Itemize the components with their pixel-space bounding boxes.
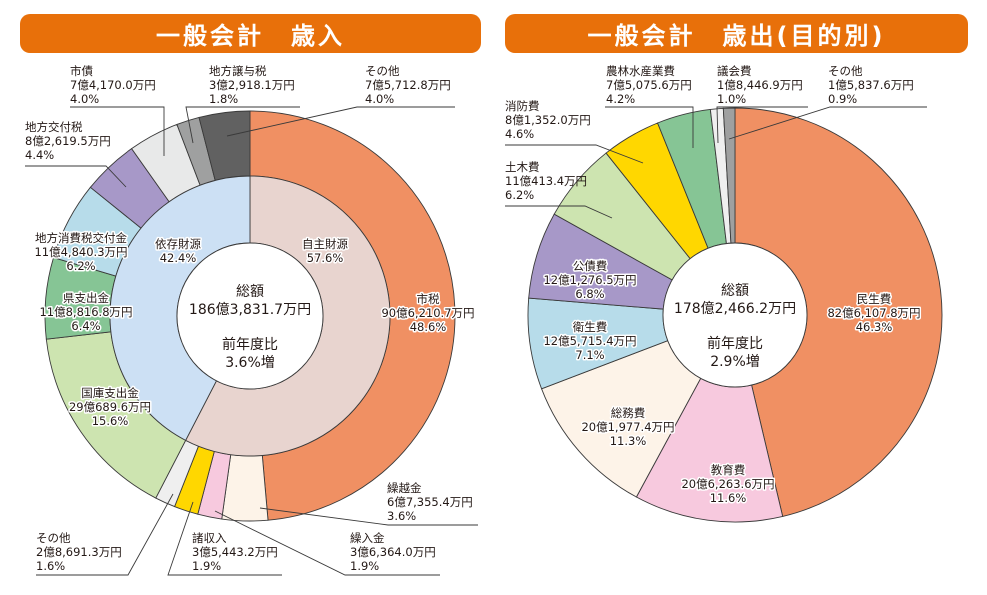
revenue-label-4: その他 2億8,691.3万円 1.6% xyxy=(36,531,122,573)
revenue-title-banner: 一般会計 歳入 xyxy=(20,14,481,53)
revenue-leader-4 xyxy=(36,493,174,576)
revenue-yoy-label: 前年度比 3.6%増 xyxy=(222,336,278,371)
revenue-leader-2 xyxy=(214,510,440,576)
revenue-leader-9 xyxy=(70,106,165,156)
expenditure-leader-8 xyxy=(716,106,808,144)
expenditure-label-1: 教育費 20億6,263.6万円 11.6% xyxy=(681,463,774,505)
group-label-dependent-revenue: 依存財源 42.4% xyxy=(155,237,201,265)
expenditure-label-7: 農林水産業費 7億5,075.6万円 4.2% xyxy=(606,64,692,106)
revenue-outer-ring xyxy=(44,110,456,522)
revenue-leader-10 xyxy=(185,106,300,144)
revenue-label-11: その他 7億5,712.8万円 4.0% xyxy=(365,64,451,106)
revenue-center-hole xyxy=(176,242,324,390)
revenue-label-1: 繰越金 6億7,355.4万円 3.6% xyxy=(387,481,473,523)
revenue-label-3: 諸収入 3億5,443.2万円 1.9% xyxy=(192,531,278,573)
revenue-leader-8 xyxy=(25,165,127,188)
revenue-inner-ring xyxy=(109,175,391,457)
expenditure-title-banner: 一般会計 歳出(目的別) xyxy=(505,14,968,53)
expenditure-label-4: 公債費 12億1,276.5万円 6.8% xyxy=(543,259,636,301)
expenditure-leader-5 xyxy=(505,205,613,219)
expenditure-label-0: 民生費 82億6,107.8万円 46.3% xyxy=(827,292,920,334)
expenditure-label-3: 衛生費 12億5,715.4万円 7.1% xyxy=(543,320,636,362)
revenue-label-6: 県支出金 11億8,816.8万円 6.4% xyxy=(39,291,132,333)
revenue-label-0: 市税 90億6,210.7万円 48.6% xyxy=(381,292,474,334)
revenue-total-label: 総額 186億3,831.7万円 xyxy=(189,284,311,318)
expenditure-yoy-label: 前年度比 2.9%増 xyxy=(707,335,763,370)
revenue-title: 一般会計 歳入 xyxy=(156,22,345,50)
expenditure-leader-7 xyxy=(605,106,694,148)
revenue-leader-1 xyxy=(259,507,478,526)
revenue-label-7: 地方消費税交付金 11億4,840.3万円 6.2% xyxy=(34,231,127,273)
revenue-label-9: 市債 7億4,170.0万円 4.0% xyxy=(70,64,156,106)
expenditure-label-8: 議会費 1億8,446.9万円 1.0% xyxy=(717,64,803,106)
expenditure-label-2: 総務費 20億1,977.4万円 11.3% xyxy=(581,406,674,448)
expenditure-label-5: 土木費 11億413.4万円 6.2% xyxy=(505,160,587,202)
revenue-label-2: 繰入金 3億6,364.0万円 1.9% xyxy=(350,531,436,573)
leader-lines xyxy=(25,106,927,576)
revenue-label-10: 地方譲与税 3億2,918.1万円 1.8% xyxy=(209,64,295,106)
expenditure-leader-6 xyxy=(505,144,644,164)
revenue-label-5: 国庫支出金 29億689.6万円 15.6% xyxy=(69,386,151,428)
revenue-leader-11 xyxy=(226,106,455,137)
expenditure-leader-9 xyxy=(728,106,927,140)
expenditure-total-label: 総額 178億2,466.2万円 xyxy=(674,283,796,317)
expenditure-title: 一般会計 歳出(目的別) xyxy=(587,22,886,50)
expenditure-label-9: その他 1億5,837.6万円 0.9% xyxy=(828,64,914,106)
expenditure-ring xyxy=(527,107,943,523)
group-label-own-revenue: 自主財源 57.6% xyxy=(302,237,348,265)
revenue-label-8: 地方交付税 8億2,619.5万円 4.4% xyxy=(25,120,111,162)
expenditure-center-hole xyxy=(662,242,808,388)
expenditure-label-6: 消防費 8億1,352.0万円 4.6% xyxy=(505,99,591,141)
slice-labels: 自主財源 57.6% 依存財源 42.4% 市税 90億6,210.7万円 48.6% 繰越金… xyxy=(25,64,922,573)
revenue-leader-3 xyxy=(167,501,282,576)
